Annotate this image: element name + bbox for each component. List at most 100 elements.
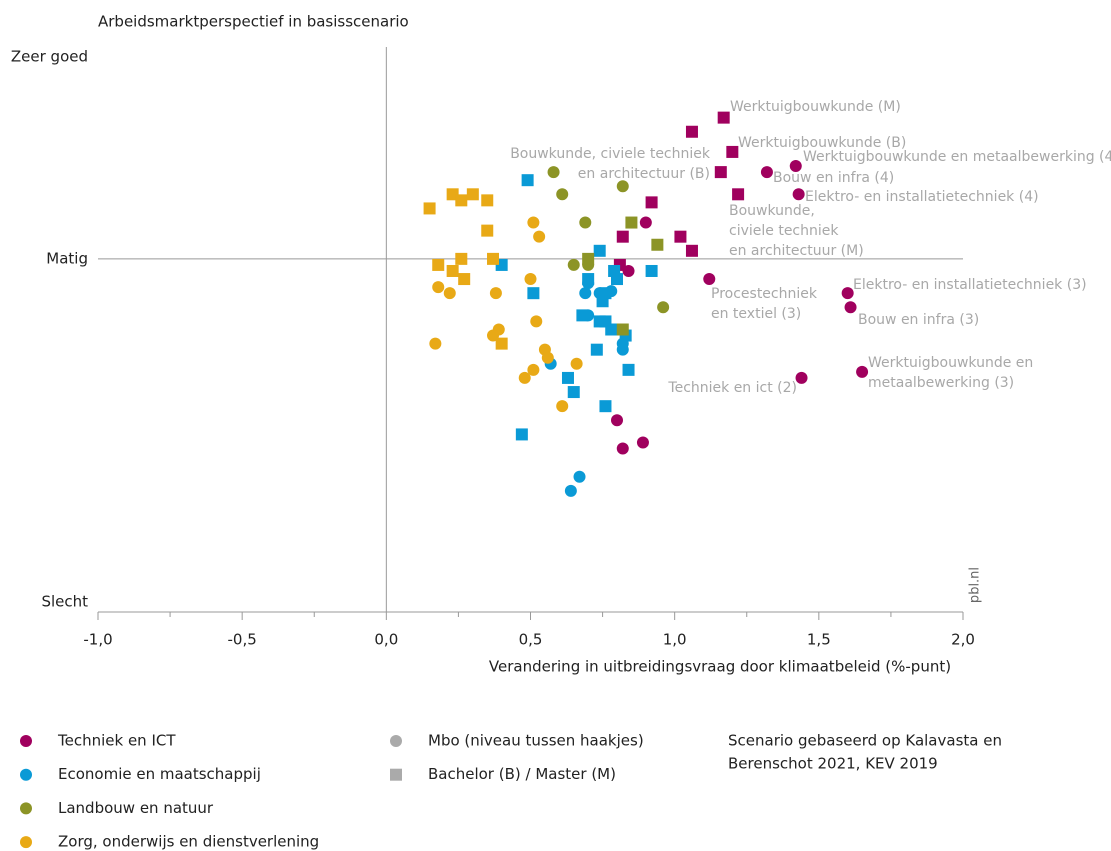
point <box>856 365 869 378</box>
annotation: Werktuigbouwkunde en <box>868 355 1033 371</box>
point <box>481 224 494 237</box>
point <box>423 202 436 215</box>
point <box>481 194 494 207</box>
point <box>487 252 500 265</box>
point <box>593 244 606 257</box>
point <box>533 230 546 243</box>
point <box>564 484 577 497</box>
point <box>685 244 698 257</box>
point <box>645 196 658 209</box>
x-tick-label: -1,0 <box>83 631 112 649</box>
point <box>582 252 595 265</box>
point <box>622 363 635 376</box>
point <box>714 166 727 179</box>
point <box>636 436 649 449</box>
point <box>576 309 589 322</box>
source: pbl.nl <box>968 567 983 603</box>
point <box>458 273 471 286</box>
legend-marker <box>20 802 32 815</box>
point <box>567 386 580 399</box>
legend-marker <box>20 836 32 849</box>
annotation: en architectuur (B) <box>578 166 710 182</box>
point <box>573 470 586 483</box>
legend-marker <box>390 768 402 781</box>
point <box>795 371 808 384</box>
annotation: Bouwkunde, civiele techniek <box>510 146 711 162</box>
legend-label: Landbouw en natuur <box>58 799 214 817</box>
point <box>561 371 574 384</box>
point <box>717 111 730 124</box>
point <box>455 252 468 265</box>
x-tick-label: 1,5 <box>807 631 831 649</box>
legend-label: Zorg, onderwijs en dienstverlening <box>58 833 319 851</box>
point <box>556 188 569 201</box>
point <box>616 323 629 336</box>
annotation: Elektro- en installatietechniek (4) <box>805 189 1039 205</box>
point <box>521 174 534 187</box>
annotation: Bouwkunde, <box>729 203 815 219</box>
legend-marker <box>20 735 32 747</box>
point <box>489 287 502 300</box>
point <box>792 188 805 201</box>
legend-marker <box>20 768 32 781</box>
point <box>599 400 612 413</box>
note: Berenschot 2021, KEV 2019 <box>728 755 938 773</box>
annotation: en textiel (3) <box>711 306 801 322</box>
y-tick-label: Slecht <box>41 592 88 610</box>
point <box>616 343 629 356</box>
point <box>524 273 537 286</box>
point <box>432 258 445 271</box>
point <box>455 194 468 207</box>
point <box>645 264 658 277</box>
annotation: Bouw en infra (4) <box>773 170 894 186</box>
point <box>732 188 745 201</box>
point <box>567 258 580 271</box>
annotation: Elektro- en installatietechniek (3) <box>853 277 1087 293</box>
point <box>639 216 652 229</box>
legend-label: Economie en maatschappij <box>58 765 261 783</box>
point <box>432 281 445 294</box>
x-tick-label: 2,0 <box>951 631 975 649</box>
point <box>841 287 854 300</box>
point <box>605 323 618 336</box>
point <box>547 166 560 179</box>
note: Scenario gebaseerd op Kalavasta en <box>728 732 1002 750</box>
point <box>443 287 456 300</box>
point <box>579 216 592 229</box>
annotation: civiele techniek <box>729 223 839 239</box>
annotation: Procestechniek <box>711 286 818 302</box>
annotation: Werktuigbouwkunde (B) <box>738 135 906 151</box>
point <box>527 216 540 229</box>
point <box>466 188 479 201</box>
point <box>556 400 569 413</box>
point <box>446 264 459 277</box>
legend-label: Techniek en ICT <box>57 732 176 750</box>
point <box>657 301 670 314</box>
y-tick-label: Zeer goed <box>11 48 88 66</box>
annotation: Werktuigbouwkunde en metaalbewerking (4) <box>803 149 1111 165</box>
point <box>429 337 442 350</box>
chart-title: Arbeidsmarktperspectief in basisscenario <box>98 13 409 31</box>
x-axis-label: Verandering in uitbreidingsvraag door kl… <box>489 658 951 676</box>
point <box>582 273 595 286</box>
point <box>726 145 739 158</box>
legend-label: Mbo (niveau tussen haakjes) <box>428 732 644 750</box>
x-tick-label: -0,5 <box>228 631 257 649</box>
point <box>596 295 609 308</box>
point <box>616 230 629 243</box>
point <box>579 287 592 300</box>
x-tick-label: 0,0 <box>374 631 398 649</box>
point <box>590 343 603 356</box>
point <box>789 160 802 173</box>
point <box>611 273 623 286</box>
point <box>527 287 540 300</box>
point <box>570 357 583 370</box>
point <box>703 273 716 286</box>
point <box>495 337 508 350</box>
point <box>518 371 531 384</box>
point <box>844 301 857 314</box>
point <box>760 166 773 179</box>
annotation: en architectuur (M) <box>729 243 864 259</box>
annotation: metaalbewerking (3) <box>868 375 1014 391</box>
